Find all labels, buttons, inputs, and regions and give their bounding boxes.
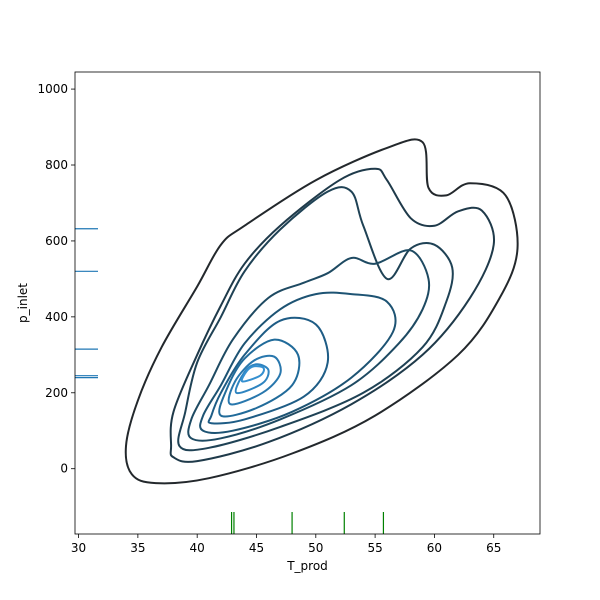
y-axis-ticks: 0 200 400 600 800 1000 [37,82,75,476]
y-axis-label: p_inlet [16,283,30,323]
x-tick-label-55: 55 [367,541,382,555]
y-tick-label-600: 600 [45,234,68,248]
y-tick-label-400: 400 [45,310,68,324]
x-axis-label: T_prod [286,559,328,573]
plot-frame [74,71,541,535]
x-tick-label-45: 45 [249,541,264,555]
x-tick-label-30: 30 [71,541,86,555]
y-tick-label-1000: 1000 [37,82,68,96]
rug-layer [75,228,385,534]
y-tick-label-200: 200 [45,386,68,400]
x-tick-label-35: 35 [130,541,145,555]
x-tick-label-60: 60 [427,541,442,555]
contour-line-1 [124,138,519,485]
contour-layer [124,138,519,485]
y-tick-label-800: 800 [45,158,68,172]
x-axis-ticks: 30 35 40 45 50 55 60 65 [71,534,501,555]
contour-line-9 [234,363,270,395]
y-tick-label-0: 0 [60,462,68,476]
x-tick-label-40: 40 [190,541,205,555]
contour-line-7 [218,338,301,418]
contour-line-3 [177,186,454,452]
contour-line-8 [227,354,282,406]
contour-line-4 [187,249,431,442]
contour-line-10 [240,365,265,383]
contour-line-6 [207,316,330,425]
x-tick-label-50: 50 [308,541,323,555]
x-tick-label-65: 65 [486,541,501,555]
contour-line-5 [199,291,397,434]
contour-line-2 [169,167,496,463]
